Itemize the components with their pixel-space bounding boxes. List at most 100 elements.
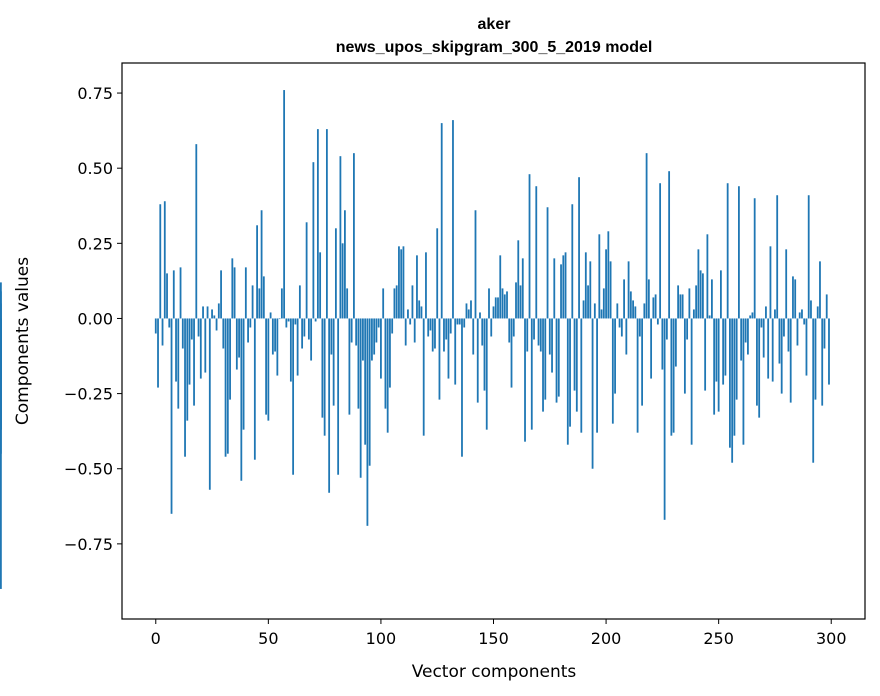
bar-222: [654, 294, 657, 319]
bar-254: [726, 183, 729, 319]
bar-54: [276, 318, 279, 376]
bar-7: [170, 318, 173, 514]
bar-24: [208, 318, 211, 490]
x-axis: 0 50 100 150 200 250 300: [151, 619, 847, 648]
bar-169: [535, 186, 538, 319]
bar-93: [364, 318, 367, 445]
bar-240: [695, 285, 698, 319]
bar-252: [722, 318, 725, 385]
bar-297: [823, 318, 826, 349]
bar-15: [188, 318, 191, 385]
bar-39: [242, 318, 245, 430]
bar-81: [337, 318, 340, 475]
bar-9: [175, 318, 177, 382]
bar-277: [778, 318, 781, 364]
bar-92: [362, 318, 364, 361]
bar-173: [544, 318, 547, 400]
y-tick-label: 0.75: [77, 84, 113, 103]
bar-19: [197, 318, 200, 337]
bar-236: [686, 318, 689, 340]
bar-90: [357, 318, 360, 409]
bar-257: [733, 318, 736, 436]
bar-235: [683, 318, 686, 394]
bar-224: [659, 183, 662, 319]
bar-78: [330, 318, 333, 355]
bar-18: [195, 144, 198, 319]
x-axis-label: Vector components: [412, 662, 577, 682]
bar-35: [233, 267, 236, 319]
bar-12: [181, 318, 184, 349]
y-axis-label: Components values: [13, 257, 33, 425]
x-tick-label: 0: [151, 629, 161, 648]
bar-165: [526, 318, 529, 352]
bar-70: [312, 162, 315, 319]
bar-86: [348, 318, 351, 415]
bar-117: [418, 300, 421, 319]
bar-30: [222, 318, 225, 349]
bar-52: [271, 318, 274, 355]
bar-45: [256, 225, 258, 319]
bar-139: [467, 309, 470, 319]
bar-2: [159, 204, 162, 319]
x-tick-label: 100: [366, 629, 397, 648]
bar-194: [591, 318, 594, 469]
bar-58: [285, 318, 288, 328]
bar-42: [249, 318, 252, 328]
bar-32: [226, 318, 229, 454]
bar-290: [807, 195, 810, 319]
bars-group: [0, 90, 830, 589]
bar-10: [177, 318, 180, 409]
bar-27: [215, 318, 218, 331]
bar-269: [760, 318, 763, 328]
bar-288: [803, 318, 806, 325]
bar-undefined: [0, 318, 2, 589]
bar-234: [681, 294, 684, 319]
bar-96: [371, 318, 373, 361]
bar-298: [825, 294, 828, 319]
bar-227: [665, 318, 668, 340]
bar-268: [758, 318, 761, 418]
bar-270: [762, 318, 765, 358]
bar-67: [305, 222, 308, 319]
bar-142: [474, 210, 477, 319]
y-tick-label: −0.25: [64, 385, 113, 404]
bar-185: [571, 204, 574, 319]
bar-40: [244, 267, 247, 319]
y-tick-label: −0.50: [64, 460, 113, 479]
bar-102: [384, 318, 387, 409]
bar-255: [729, 318, 731, 448]
bar-223: [656, 318, 659, 325]
bar-97: [373, 318, 376, 355]
bar-293: [814, 318, 817, 400]
bar-145: [481, 318, 484, 346]
bar-198: [600, 309, 603, 319]
y-tick-label: −0.75: [64, 535, 113, 554]
bar-291: [810, 300, 812, 319]
bar-137: [463, 318, 466, 328]
bar-208: [623, 279, 625, 319]
bar-156: [506, 291, 508, 319]
bar-225: [661, 318, 664, 370]
bar-245: [706, 234, 709, 319]
bar-140: [470, 300, 472, 319]
bar-278: [780, 318, 783, 394]
bar-231: [674, 318, 677, 367]
bar-281: [787, 318, 790, 352]
bar-272: [767, 318, 770, 379]
bar-237: [688, 288, 691, 319]
bar-62: [294, 318, 297, 325]
bar-192: [587, 285, 589, 319]
bar-63: [296, 318, 299, 376]
bar-217: [643, 303, 646, 319]
bar-46: [258, 288, 261, 319]
bar-164: [524, 318, 526, 442]
bar-8: [172, 270, 175, 319]
bar-88: [353, 153, 355, 319]
y-tick-label: 0.25: [77, 234, 113, 253]
bar-299: [828, 318, 830, 385]
bar-218: [645, 153, 648, 319]
bar-49: [265, 318, 267, 415]
bar-36: [235, 318, 238, 370]
bar-132: [452, 120, 454, 319]
bar-170: [537, 318, 540, 346]
